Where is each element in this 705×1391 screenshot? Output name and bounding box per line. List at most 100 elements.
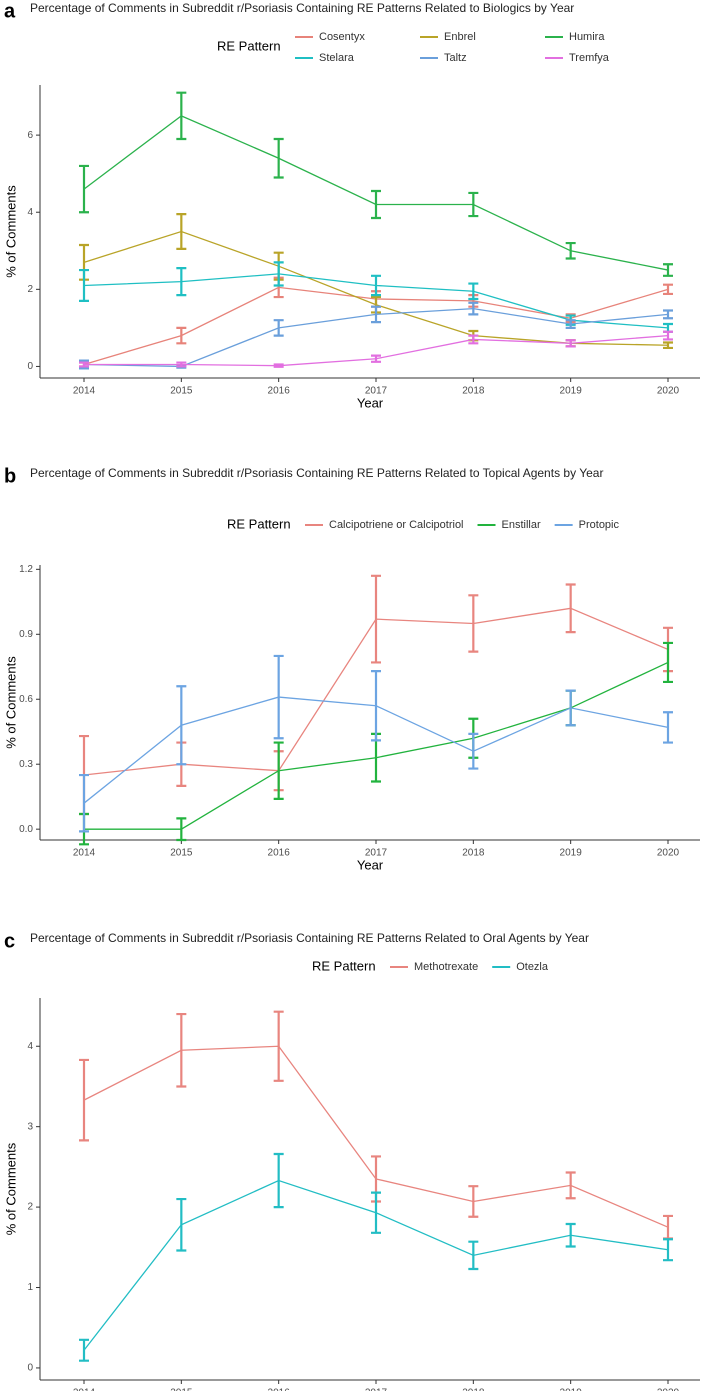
error-bar-line (663, 330, 673, 341)
chart-title: Percentage of Comments in Subreddit r/Ps… (30, 931, 589, 945)
x-tick-label: 2017 (365, 848, 388, 859)
x-tick-label: 2019 (560, 386, 583, 397)
error-bar-line (468, 282, 479, 301)
error-bar-line (176, 267, 187, 297)
panel-label: a (4, 0, 16, 22)
error-bar (468, 1240, 479, 1271)
error-bar-line (663, 341, 673, 350)
error-bar-line (565, 1171, 576, 1200)
error-bar-line (663, 1238, 673, 1262)
y-tick-label: 0.0 (19, 824, 33, 835)
error-bar (565, 319, 576, 329)
x-tick-label: 2015 (170, 1388, 193, 1391)
x-tick-label: 2017 (365, 1388, 388, 1391)
error-bar-line (565, 241, 576, 260)
x-tick-label: 2020 (657, 386, 680, 397)
error-bar (176, 213, 187, 250)
x-tick-label: 2016 (268, 848, 291, 859)
error-bar-line (79, 773, 89, 833)
error-bar (176, 326, 187, 345)
x-tick-label: 2016 (268, 386, 291, 397)
error-bar-line (176, 817, 187, 842)
error-bar (371, 670, 381, 742)
error-bar-line (79, 268, 89, 302)
error-bar-line (273, 741, 284, 800)
y-tick-label: 0.6 (19, 694, 33, 705)
error-bar-line (273, 1152, 284, 1209)
chart-title: Percentage of Comments in Subreddit r/Ps… (30, 1, 574, 15)
error-bar-line (176, 1197, 187, 1252)
y-tick-label: 4 (27, 207, 33, 218)
legend-label: Protopic (579, 519, 620, 531)
legend-label: Taltz (444, 52, 467, 64)
error-bar (565, 1171, 576, 1200)
error-bar (663, 330, 673, 341)
error-bar (273, 741, 284, 800)
error-bar-line (468, 1240, 479, 1271)
error-bar (468, 1185, 479, 1218)
error-bar-line (79, 1338, 89, 1362)
x-tick-label: 2018 (462, 386, 485, 397)
x-tick-label: 2015 (170, 386, 193, 397)
error-bar-line (273, 363, 284, 368)
error-bar (273, 1152, 284, 1209)
y-tick-label: 6 (27, 130, 33, 141)
error-bar (468, 301, 479, 316)
error-bar-line (371, 305, 381, 324)
legend-label: Enbrel (444, 31, 476, 43)
error-bar-line (273, 319, 284, 337)
error-bar-line (468, 594, 479, 653)
error-bar (79, 773, 89, 833)
error-bar (273, 654, 284, 740)
error-bar (565, 583, 576, 634)
error-bar-line (468, 732, 479, 770)
error-bar (176, 1197, 187, 1252)
error-bar (468, 594, 479, 653)
legend-label: Cosentyx (319, 31, 365, 43)
error-bar (371, 574, 381, 664)
error-bar (663, 283, 673, 296)
x-tick-label: 2020 (657, 1388, 680, 1391)
legend-label: Stelara (319, 52, 355, 64)
x-tick-label: 2014 (73, 1388, 96, 1391)
error-bar-line (371, 354, 381, 363)
error-bar-line (79, 361, 89, 368)
error-bar-line (176, 361, 187, 368)
error-bar (79, 268, 89, 302)
x-tick-label: 2016 (268, 1388, 291, 1391)
error-bar (273, 137, 284, 179)
legend-title: RE Pattern (227, 516, 291, 531)
error-bar-line (79, 164, 89, 214)
error-bar (565, 241, 576, 260)
error-bar-line (176, 685, 187, 766)
error-bar (663, 711, 673, 744)
error-bar (663, 309, 673, 320)
error-bar (273, 261, 284, 287)
error-bar (663, 1238, 673, 1262)
legend-label: Humira (569, 31, 605, 43)
y-tick-label: 0.3 (19, 759, 33, 770)
legend-label: Tremfya (569, 52, 610, 64)
error-bar-line (565, 583, 576, 634)
y-tick-label: 0 (27, 361, 33, 372)
y-tick-label: 2 (27, 1202, 33, 1213)
error-bar (468, 191, 479, 218)
error-bar (371, 354, 381, 363)
error-bar (565, 689, 576, 727)
error-bar (79, 1338, 89, 1362)
error-bar (565, 1222, 576, 1248)
error-bar (176, 267, 187, 297)
error-bar-line (371, 189, 381, 220)
legend-label: Calcipotriene or Calcipotriol (329, 519, 464, 531)
y-tick-label: 4 (27, 1041, 33, 1052)
x-tick-label: 2014 (73, 386, 96, 397)
x-tick-label: 2020 (657, 848, 680, 859)
panel: a Percentage of Comments in Subreddit r/P… (3, 0, 700, 410)
error-bar (176, 685, 187, 766)
x-tick-label: 2015 (170, 848, 193, 859)
error-bar-line (468, 191, 479, 218)
error-bar (565, 339, 576, 348)
error-bar-line (273, 261, 284, 287)
error-bar (176, 361, 187, 368)
